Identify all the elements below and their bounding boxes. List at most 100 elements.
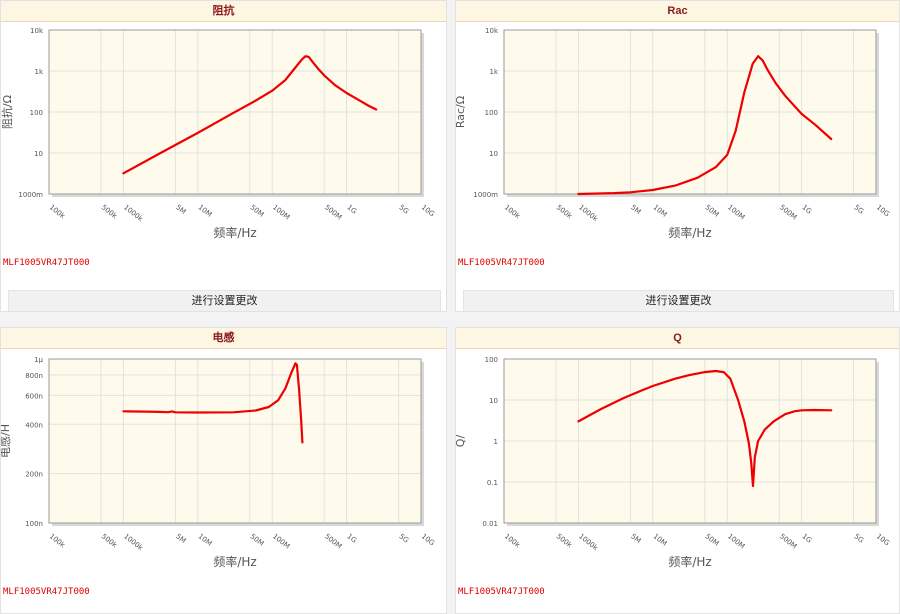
- x-tick-label: 10G: [875, 532, 891, 547]
- x-tick-label: 5M: [174, 203, 187, 216]
- y-tick-label: 100: [485, 356, 498, 364]
- q-panel: Q 100k 500k 1000k 5M 10M 50M 100M 500M 1G 5G 10G 0.…: [455, 327, 900, 614]
- y-tick-label: 400n: [25, 421, 43, 429]
- x-tick-label: 100k: [503, 532, 522, 550]
- plot-border: [503, 358, 877, 524]
- series-line: [577, 55, 833, 196]
- x-tick-label: 5G: [852, 532, 865, 544]
- y-tick-label: 1000m: [473, 191, 498, 199]
- x-tick-label: 500M: [323, 532, 343, 550]
- x-tick-label: 50M: [704, 532, 721, 548]
- y-tick-label: 1k: [34, 68, 43, 76]
- x-tick-label: 50M: [249, 203, 266, 219]
- y-tick-label: 1μ: [34, 356, 43, 364]
- x-tick-label: 1000k: [577, 532, 600, 552]
- rac-chart: 100k 500k 1000k 5M 10M 50M 100M 500M 1G 5G 10G 1000…: [455, 27, 891, 240]
- y-axis-title: Q/: [455, 435, 467, 448]
- settings-change-button[interactable]: 进行设置更改: [8, 290, 441, 311]
- series-line: [577, 369, 833, 488]
- y-tick-label: 100: [30, 109, 43, 117]
- x-tick-label: 100M: [726, 203, 746, 221]
- y-tick-label: 0.1: [487, 479, 498, 487]
- x-tick-label: 100M: [271, 532, 291, 550]
- x-tick-label: 500M: [323, 203, 343, 221]
- y-tick-label: 0.01: [482, 520, 498, 528]
- x-axis-title: 频率/Hz: [668, 225, 711, 240]
- part-number: MLF1005VR47JT000: [3, 587, 90, 597]
- x-axis-title: 频率/Hz: [668, 554, 711, 569]
- plot-area: [49, 359, 421, 523]
- y-axis-title: 阻抗/Ω: [0, 95, 14, 129]
- x-tick-label: 500M: [778, 203, 798, 221]
- x-tick-label: 10G: [420, 532, 436, 547]
- x-tick-label: 5G: [397, 532, 410, 544]
- panel-title: 电感: [1, 328, 446, 349]
- x-tick-label: 100M: [726, 532, 746, 550]
- y-tick-label: 1k: [489, 68, 498, 76]
- x-tick-label: 10G: [875, 203, 891, 218]
- y-tick-label: 800n: [25, 372, 43, 380]
- plot-border: [48, 29, 422, 195]
- plot-border: [48, 358, 422, 524]
- y-tick-label: 600n: [25, 392, 43, 400]
- y-tick-label: 200n: [25, 471, 43, 479]
- part-number: MLF1005VR47JT000: [3, 258, 90, 268]
- x-tick-label: 10M: [197, 203, 214, 219]
- x-tick-label: 100k: [48, 532, 67, 550]
- inductance-panel: 电感 100k 500k 1000k 5M 10M 50M 100M 500M 1G 5G 10G 1…: [0, 327, 447, 614]
- x-tick-label: 1G: [345, 203, 358, 215]
- x-tick-label: 5G: [852, 203, 865, 215]
- settings-change-button[interactable]: 进行设置更改: [463, 290, 894, 311]
- panel-title: Q: [456, 328, 899, 349]
- y-tick-label: 1: [494, 438, 498, 446]
- series-line: [122, 55, 378, 175]
- part-number: MLF1005VR47JT000: [458, 587, 545, 597]
- series-line: [122, 362, 304, 444]
- x-tick-label: 500k: [100, 203, 119, 221]
- y-axis-title: Rac/Ω: [455, 96, 467, 128]
- x-tick-label: 1000k: [577, 203, 600, 223]
- y-tick-label: 10k: [485, 27, 499, 35]
- x-tick-label: 50M: [249, 532, 266, 548]
- x-tick-label: 5G: [397, 203, 410, 215]
- x-tick-label: 100k: [48, 203, 67, 221]
- x-tick-label: 1G: [345, 532, 358, 544]
- impedance-panel: 阻抗 100k 500k 1000k 5M 10M 50M 100M 500M 1G 5G 10G 1…: [0, 0, 447, 312]
- x-tick-label: 5M: [174, 532, 187, 545]
- x-tick-label: 1G: [800, 532, 813, 544]
- x-tick-label: 500M: [778, 532, 798, 550]
- x-tick-label: 1G: [800, 203, 813, 215]
- x-tick-label: 100M: [271, 203, 291, 221]
- rac-panel: Rac 100k 500k 1000k 5M 10M 50M 100M 500M 1G 5G 10G…: [455, 0, 900, 312]
- x-tick-label: 500k: [555, 532, 574, 550]
- x-tick-label: 1000k: [122, 203, 145, 223]
- y-tick-label: 10: [489, 150, 498, 158]
- y-tick-label: 100n: [25, 520, 43, 528]
- x-tick-label: 5M: [629, 203, 642, 216]
- y-tick-label: 1000m: [18, 191, 43, 199]
- impedance-chart: 100k 500k 1000k 5M 10M 50M 100M 500M 1G 5G 10G 1000…: [0, 27, 436, 240]
- x-tick-label: 10G: [420, 203, 436, 218]
- x-tick-label: 500k: [100, 532, 119, 550]
- y-tick-label: 10k: [30, 27, 44, 35]
- q-chart: 100k 500k 1000k 5M 10M 50M 100M 500M 1G 5G 10G 0.01…: [455, 356, 891, 569]
- x-tick-label: 100k: [503, 203, 522, 221]
- x-tick-label: 1000k: [122, 532, 145, 552]
- plot-border: [503, 29, 877, 195]
- panel-title: Rac: [456, 1, 899, 22]
- part-number: MLF1005VR47JT000: [458, 258, 545, 268]
- y-tick-label: 10: [489, 397, 498, 405]
- x-tick-label: 10M: [652, 203, 669, 219]
- inductance-chart: 100k 500k 1000k 5M 10M 50M 100M 500M 1G 5G 10G 100n…: [0, 356, 436, 569]
- x-tick-label: 500k: [555, 203, 574, 221]
- y-tick-label: 10: [34, 150, 43, 158]
- x-tick-label: 50M: [704, 203, 721, 219]
- panel-title: 阻抗: [1, 1, 446, 22]
- x-tick-label: 10M: [197, 532, 214, 548]
- y-tick-label: 100: [485, 109, 498, 117]
- x-axis-title: 频率/Hz: [213, 225, 256, 240]
- x-axis-title: 频率/Hz: [213, 554, 256, 569]
- x-tick-label: 10M: [652, 532, 669, 548]
- x-tick-label: 5M: [629, 532, 642, 545]
- y-axis-title: 电感/H: [0, 424, 12, 458]
